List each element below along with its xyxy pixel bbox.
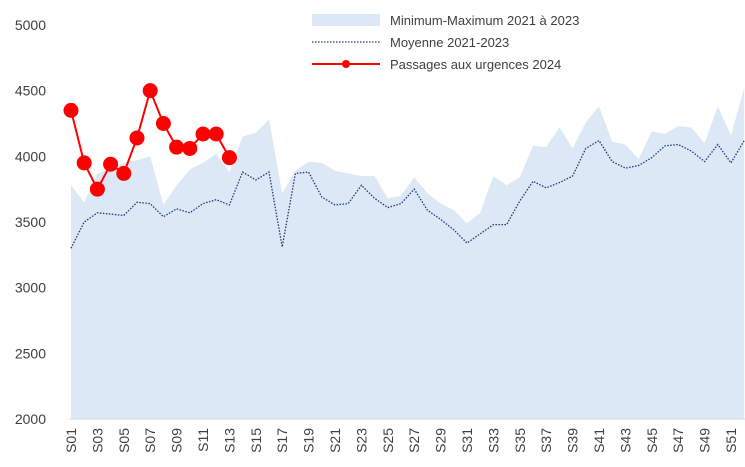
y-tick-label: 5000 xyxy=(15,17,46,33)
y-tick-label: 3000 xyxy=(15,280,46,296)
x-tick-label: S33 xyxy=(485,428,501,453)
x-tick-label: S35 xyxy=(512,428,528,453)
marker xyxy=(208,126,224,142)
legend-label: Passages aux urgences 2024 xyxy=(390,57,561,72)
x-tick-label: S31 xyxy=(459,428,475,453)
marker xyxy=(142,83,158,99)
marker xyxy=(195,126,211,142)
x-tick-label: S37 xyxy=(538,428,554,453)
x-tick-label: S49 xyxy=(697,428,713,453)
legend-label: Moyenne 2021-2023 xyxy=(390,35,509,50)
marker xyxy=(221,150,237,166)
x-tick-label: S01 xyxy=(63,428,79,453)
legend-swatch xyxy=(312,14,380,26)
marker xyxy=(116,165,132,181)
x-tick-label: S27 xyxy=(406,428,422,453)
legend-swatch xyxy=(342,60,350,68)
y-tick-label: 4000 xyxy=(15,148,46,164)
x-tick-label: S13 xyxy=(221,428,237,453)
x-tick-label: S39 xyxy=(565,428,581,453)
x-tick-label: S45 xyxy=(644,428,660,453)
x-tick-label: S47 xyxy=(670,428,686,453)
x-tick-label: S43 xyxy=(617,428,633,453)
x-tick-label: S29 xyxy=(433,428,449,453)
x-tick-label: S21 xyxy=(327,428,343,453)
marker xyxy=(155,116,171,131)
mean-line xyxy=(70,139,745,249)
marker xyxy=(129,130,145,146)
marker xyxy=(103,156,119,172)
y-tick-label: 3500 xyxy=(15,214,46,230)
x-tick-label: S19 xyxy=(301,428,317,453)
x-tick-label: S23 xyxy=(353,428,369,453)
x-tick-label: S51 xyxy=(723,428,739,453)
x-tick-label: S17 xyxy=(274,428,290,453)
marker xyxy=(63,102,79,118)
y-tick-label: 2500 xyxy=(15,345,46,361)
range-area xyxy=(71,88,745,419)
x-tick-label: S03 xyxy=(89,428,105,453)
x-tick-label: S07 xyxy=(142,428,158,453)
x-tick-label: S05 xyxy=(116,428,132,453)
marker xyxy=(169,139,185,155)
y-tick-label: 2000 xyxy=(15,411,46,427)
x-tick-label: S11 xyxy=(195,428,211,452)
x-tick-label: S09 xyxy=(169,428,185,453)
marker xyxy=(76,155,92,171)
y-tick-label: 4500 xyxy=(15,83,46,99)
x-tick-label: S41 xyxy=(591,428,607,453)
x-tick-label: S15 xyxy=(248,428,264,453)
marker xyxy=(182,140,198,156)
marker xyxy=(89,181,105,197)
legend-label: Minimum-Maximum 2021 à 2023 xyxy=(390,13,579,28)
x-tick-label: S25 xyxy=(380,428,396,453)
